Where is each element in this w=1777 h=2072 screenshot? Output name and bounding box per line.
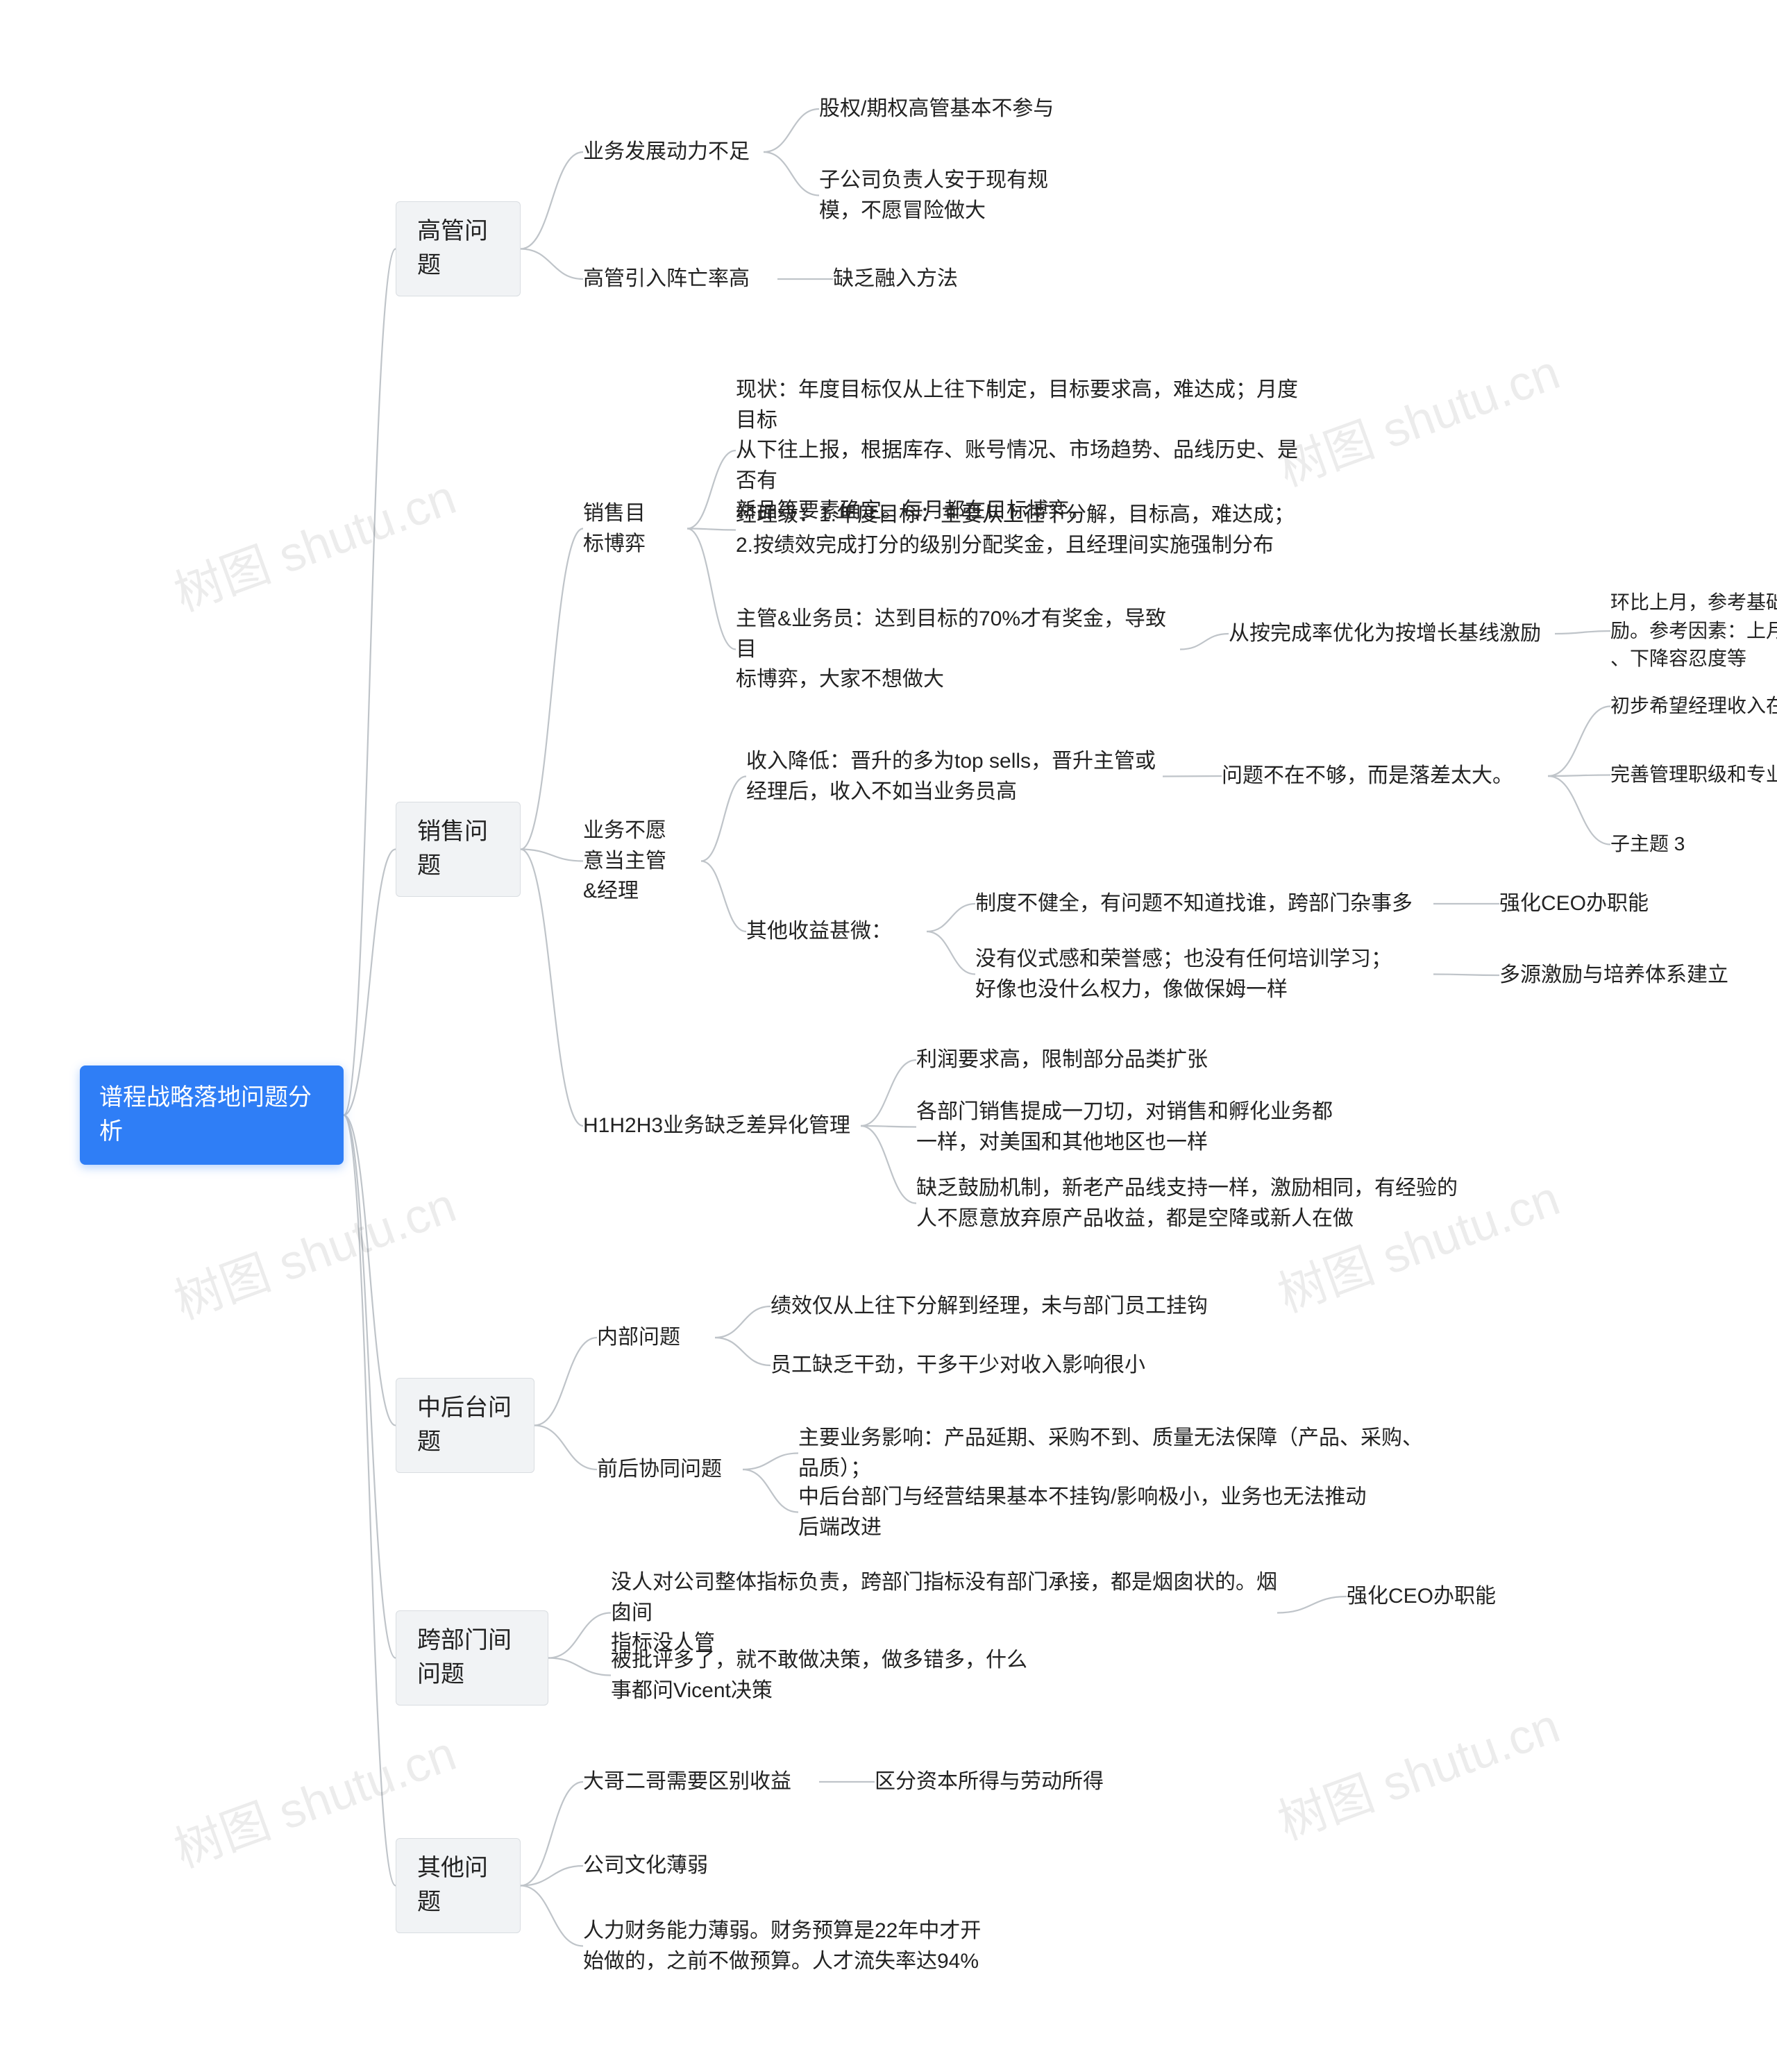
mindmap-leaf: 初步希望经理收入在小组的80–85分位: [1610, 692, 1777, 721]
watermark: 树图 shutu.cn: [164, 1167, 464, 1333]
mindmap-leaf: 强化CEO办职能: [1347, 1581, 1527, 1612]
edge: [1277, 1597, 1347, 1613]
mindmap-leaf: 大哥二哥需要区别收益: [583, 1767, 819, 1797]
mindmap-leaf: 内部问题: [597, 1322, 715, 1353]
edge: [548, 1658, 611, 1676]
mindmap-leaf: 绩效仅从上往下分解到经理，未与部门员工挂钩: [770, 1291, 1215, 1322]
mindmap-branch[interactable]: 中后台问题: [396, 1378, 534, 1473]
mindmap-leaf: 区分资本所得与劳动所得: [875, 1767, 1125, 1797]
edge: [534, 1338, 597, 1426]
mindmap-leaf: 没有仪式感和荣誉感；也没有任何培训学习； 好像也没什么权力，像做保姆一样: [975, 944, 1433, 1004]
mindmap-leaf: 人力财务能力薄弱。财务预算是22年中才开 始做的，之前不做预算。人才流失率达94…: [583, 1916, 1013, 1976]
edge: [344, 850, 396, 1115]
mindmap-leaf: 业务发展动力不足: [583, 137, 764, 167]
edge: [521, 850, 583, 1127]
watermark: 树图 shutu.cn: [1268, 334, 1568, 500]
edge: [861, 1126, 916, 1127]
mindmap-leaf: 环比上月，参考基础增长量基数做系数激 励。参考因素：上月环比、淡–旺季同比 、下…: [1610, 589, 1777, 673]
mindmap-leaf: 经理级：1.年度目标：主要从上往下分解，目标高，难达成； 2.按绩效完成打分的级…: [736, 500, 1305, 560]
mindmap-leaf: 制度不健全，有问题不知道找谁，跨部门杂事多: [975, 888, 1433, 919]
mindmap-branch[interactable]: 高管问题: [396, 201, 521, 296]
edge: [1548, 776, 1610, 845]
mindmap-leaf: 业务不愿 意当主管 &经理: [583, 816, 701, 907]
mindmap-leaf: 子主题 3: [1610, 830, 1749, 859]
mindmap-leaf: 员工缺乏干劲，干多干少对收入影响很小: [770, 1350, 1215, 1381]
edge: [344, 1115, 396, 1426]
edge: [1163, 776, 1222, 777]
edge: [344, 1115, 396, 1658]
edge: [521, 1782, 583, 1886]
edge: [687, 450, 736, 529]
mindmap-leaf: 各部门销售提成一刀切，对销售和孵化业务都 一样，对美国和其他地区也一样: [916, 1097, 1361, 1157]
mindmap-leaf: 主管&业务员：达到目标的70%才有奖金，导致目 标博弈，大家不想做大: [736, 604, 1180, 695]
mindmap-leaf: 完善管理职级和专业职级体系？: [1610, 761, 1777, 789]
mindmap-leaf: 收入降低：晋升的多为top sells，晋升主管或 经理后，收入不如当业务员高: [746, 746, 1163, 807]
edge: [743, 1469, 798, 1513]
mindmap-leaf: 从按完成率优化为按增长基线激励: [1229, 618, 1555, 649]
mindmap-leaf: 没人对公司整体指标负责，跨部门指标没有部门承接，都是烟囱状的。烟囱间 指标没人管: [611, 1567, 1277, 1658]
edge: [548, 1613, 611, 1658]
edge: [743, 1454, 798, 1470]
edge: [1180, 634, 1229, 650]
edge: [521, 249, 583, 280]
mindmap-leaf: H1H2H3业务缺乏差异化管理: [583, 1111, 861, 1141]
mindmap-leaf: 中后台部门与经营结果基本不挂钩/影响极小，业务也无法推动后端改进: [798, 1482, 1367, 1542]
mindmap-root[interactable]: 谱程战略落地问题分析: [80, 1066, 344, 1165]
edge: [521, 529, 583, 850]
edge: [764, 152, 819, 196]
edge: [927, 904, 975, 932]
mindmap-leaf: 股权/期权高管基本不参与: [819, 94, 1111, 124]
edge: [764, 109, 819, 152]
edge: [1433, 975, 1499, 976]
edge-layer: [0, 0, 1777, 2072]
edge: [1548, 707, 1610, 777]
edge: [521, 850, 583, 861]
edge: [861, 1126, 916, 1204]
edge: [861, 1060, 916, 1126]
edge: [344, 1115, 396, 1886]
mindmap-leaf: 多源激励与培养体系建立: [1499, 960, 1749, 991]
edge: [1548, 775, 1610, 777]
mindmap-branch[interactable]: 其他问题: [396, 1838, 521, 1933]
edge: [521, 1886, 583, 1946]
mindmap-branch[interactable]: 销售问题: [396, 802, 521, 897]
mindmap-branch[interactable]: 跨部门间问题: [396, 1610, 548, 1705]
edge: [687, 529, 736, 650]
edge: [1555, 631, 1610, 634]
mindmap-leaf: 主要业务影响：产品延期、采购不到、质量无法保障（产品、采购、品质）；: [798, 1423, 1423, 1483]
mindmap-leaf: 公司文化薄弱: [583, 1851, 736, 1881]
edge: [534, 1426, 597, 1470]
mindmap-canvas: 树图 shutu.cn 树图 shutu.cn 树图 shutu.cn 树图 shut…: [0, 0, 1777, 2072]
mindmap-leaf: 缺乏融入方法: [833, 264, 1000, 294]
watermark: 树图 shutu.cn: [1268, 1687, 1568, 1854]
edge: [344, 249, 396, 1115]
mindmap-leaf: 前后协同问题: [597, 1454, 743, 1485]
watermark: 树图 shutu.cn: [164, 459, 464, 625]
mindmap-leaf: 子公司负责人安于现有规 模，不愿冒险做大: [819, 165, 1118, 226]
edge: [687, 529, 736, 530]
mindmap-leaf: 销售目 标博弈: [583, 498, 687, 559]
mindmap-leaf: 缺乏鼓励机制，新老产品线支持一样，激励相同，有经验的 人不愿意放弃原产品收益，都…: [916, 1173, 1485, 1233]
mindmap-leaf: 高管引入阵亡率高: [583, 264, 777, 294]
edge: [701, 777, 746, 861]
edge: [521, 152, 583, 249]
edge: [715, 1338, 770, 1365]
edge: [927, 932, 975, 975]
mindmap-leaf: 被批评多了，就不敢做决策，做多错多，什么 事都问Vicent决策: [611, 1645, 1055, 1705]
mindmap-leaf: 问题不在不够，而是落差太大。: [1222, 761, 1548, 791]
mindmap-leaf: 其他收益甚微：: [746, 916, 927, 947]
edge: [715, 1306, 770, 1338]
mindmap-leaf: 利润要求高，限制部分品类扩张: [916, 1045, 1243, 1075]
edge: [701, 861, 746, 932]
mindmap-leaf: 强化CEO办职能: [1499, 888, 1680, 919]
edge: [521, 1866, 583, 1886]
